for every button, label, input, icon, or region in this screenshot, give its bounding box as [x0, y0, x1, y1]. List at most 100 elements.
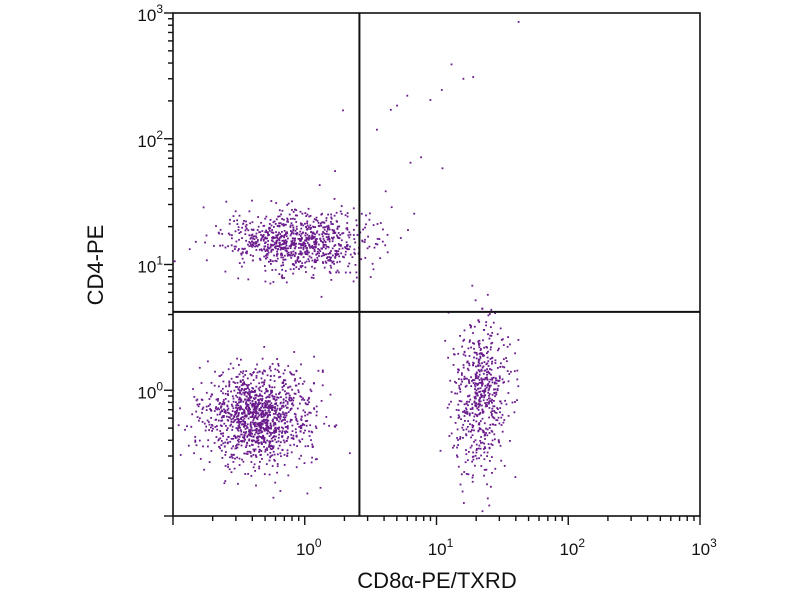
event-dot	[488, 401, 490, 404]
event-dot	[298, 457, 301, 460]
event-dot	[497, 367, 499, 369]
event-dot	[238, 457, 241, 460]
event-dot	[264, 236, 267, 239]
event-dot	[367, 235, 369, 238]
event-dot	[267, 405, 270, 407]
event-dot	[458, 400, 461, 402]
event-dot	[468, 362, 470, 365]
event-dot	[269, 455, 272, 458]
event-dot	[493, 405, 496, 408]
event-dot	[226, 419, 229, 421]
event-dot	[488, 381, 491, 383]
event-dot	[348, 248, 350, 251]
event-dot	[457, 409, 460, 412]
event-dot	[211, 424, 214, 427]
event-dot	[462, 364, 465, 366]
event-dot	[271, 390, 273, 392]
event-dot	[472, 76, 475, 78]
event-dot	[299, 427, 302, 430]
event-dot	[224, 412, 227, 414]
event-dot	[289, 409, 292, 412]
event-dot	[251, 233, 254, 236]
event-dot	[304, 232, 307, 234]
event-dot	[327, 224, 330, 227]
event-dot	[482, 339, 484, 342]
event-dot	[267, 234, 269, 237]
event-dot	[308, 226, 310, 229]
event-dot	[281, 268, 283, 271]
event-dot	[222, 432, 224, 435]
event-dot	[258, 231, 261, 234]
event-dot	[236, 428, 239, 431]
event-dot	[277, 224, 279, 227]
event-dot	[241, 372, 244, 375]
event-dot	[286, 254, 289, 257]
event-dot	[310, 230, 313, 233]
event-dot	[252, 235, 255, 238]
event-dot	[243, 389, 246, 391]
event-dot	[299, 260, 302, 263]
event-dot	[283, 418, 286, 421]
event-dot	[491, 401, 493, 404]
event-dot	[336, 227, 339, 230]
event-dot	[480, 465, 483, 467]
event-dot	[260, 441, 263, 444]
event-dot	[499, 400, 502, 403]
event-dot	[463, 403, 466, 406]
event-dot	[378, 238, 381, 240]
event-dot	[271, 248, 273, 251]
event-dot	[304, 212, 307, 214]
event-dot	[259, 386, 262, 389]
event-dot	[347, 265, 350, 268]
event-dot	[368, 218, 371, 221]
event-dot	[496, 389, 499, 391]
event-dot	[305, 215, 308, 217]
event-dot	[363, 241, 366, 243]
event-dot	[252, 387, 255, 390]
event-dot	[284, 270, 287, 272]
event-dot	[244, 428, 247, 430]
event-dot	[298, 426, 301, 428]
event-dot	[255, 406, 258, 409]
event-dot	[269, 227, 272, 230]
event-dot	[457, 371, 459, 374]
event-dot	[329, 272, 332, 274]
event-dot	[258, 382, 261, 385]
event-dot	[493, 388, 495, 391]
event-dot	[293, 443, 295, 446]
event-dot	[301, 424, 303, 427]
event-dot	[474, 299, 477, 302]
event-dot	[483, 346, 486, 349]
event-dot	[481, 417, 484, 420]
event-dot	[470, 346, 472, 349]
event-dot	[321, 369, 324, 372]
event-dot	[295, 233, 298, 236]
event-dot	[284, 234, 286, 236]
event-dot	[234, 411, 237, 414]
event-dot	[263, 429, 266, 432]
event-dot	[320, 213, 323, 216]
event-dot	[280, 235, 283, 237]
event-dot	[270, 250, 273, 253]
event-dot	[188, 248, 191, 251]
event-dot	[488, 407, 491, 409]
event-dot	[231, 237, 233, 240]
event-dot	[467, 395, 470, 398]
event-dot	[263, 428, 265, 430]
event-dot	[304, 253, 307, 255]
event-dot	[258, 422, 261, 425]
event-dot	[210, 393, 213, 396]
event-dot	[238, 412, 240, 414]
event-dot	[465, 384, 468, 387]
event-dot	[313, 218, 316, 221]
event-dot	[318, 252, 320, 255]
event-dot	[287, 202, 290, 205]
event-dot	[283, 369, 286, 372]
event-dot	[281, 435, 284, 437]
event-dot	[282, 372, 285, 375]
event-dot	[215, 436, 218, 438]
event-dot	[306, 247, 308, 249]
event-dot	[263, 473, 266, 475]
event-dot	[281, 431, 283, 434]
event-dot	[237, 249, 240, 252]
